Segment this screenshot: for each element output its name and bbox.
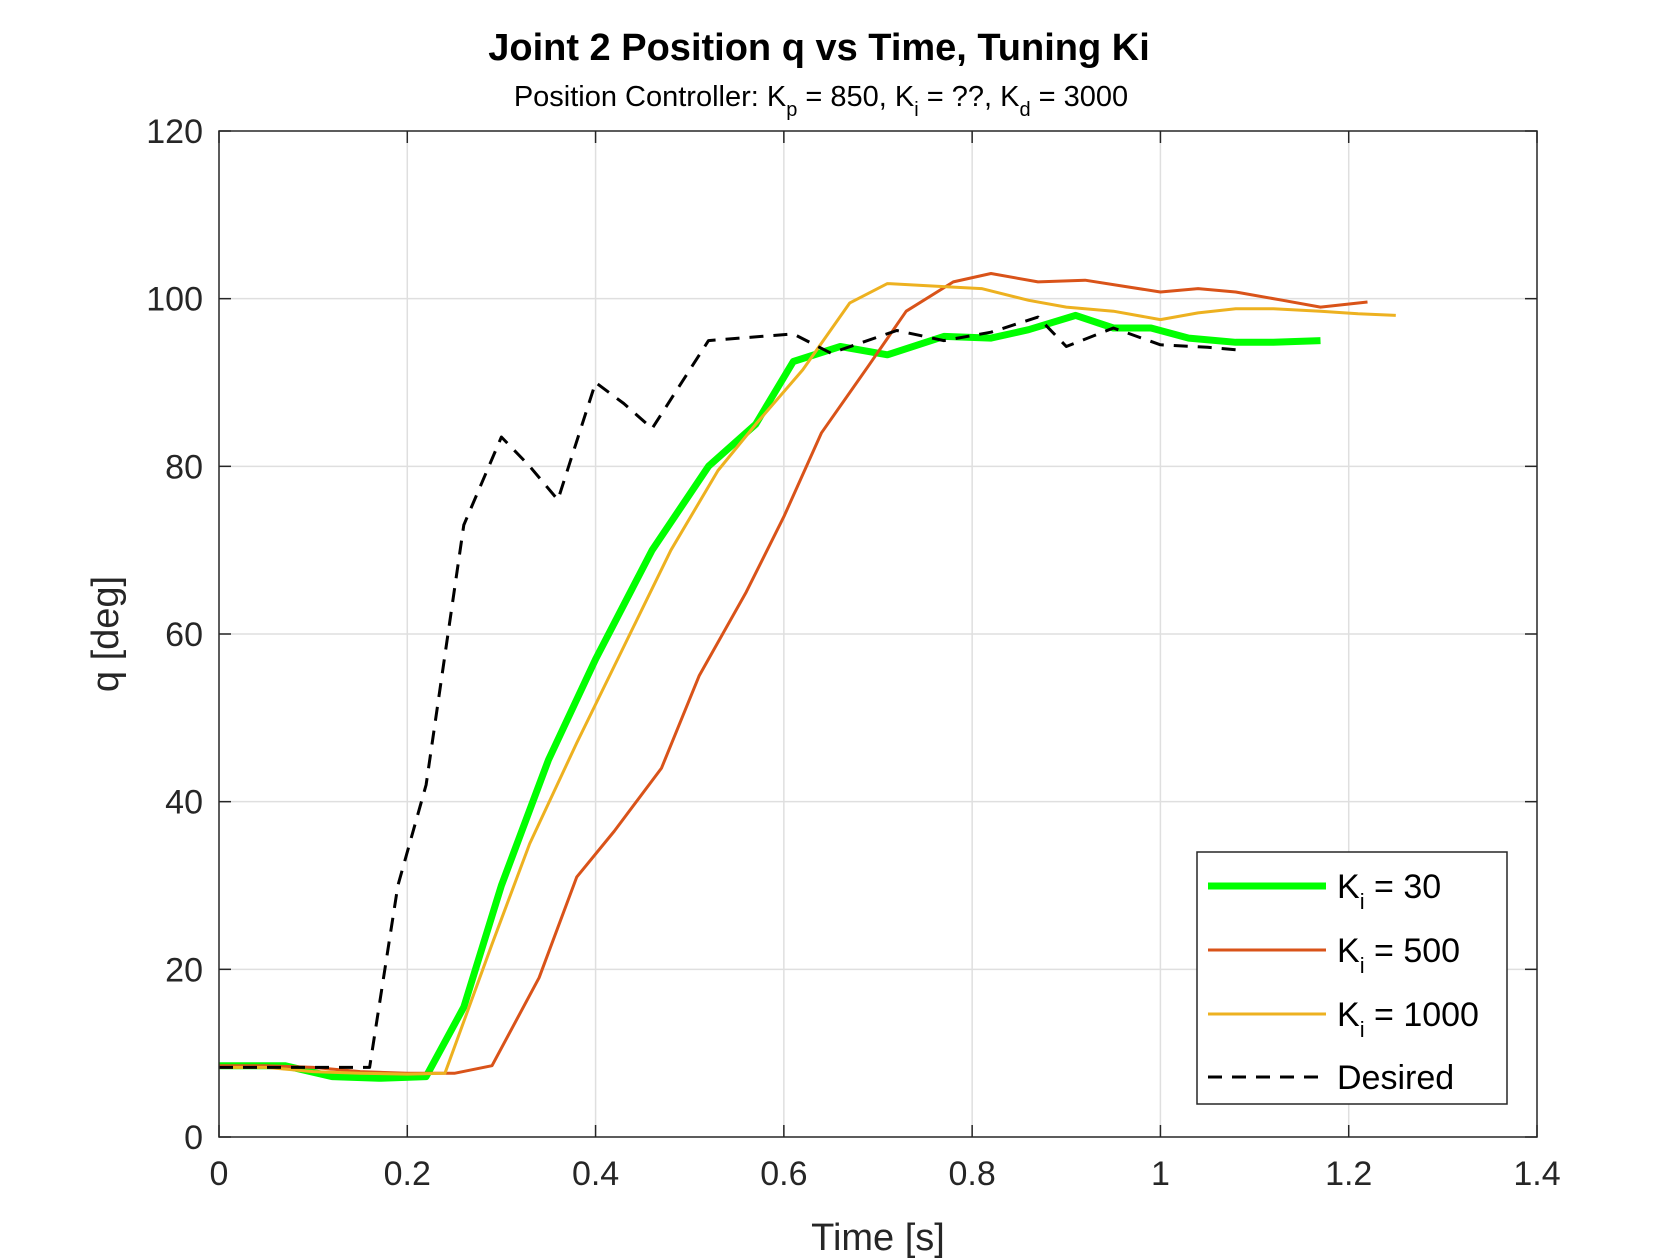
chart-title-group: Joint 2 Position q vs Time, Tuning Ki Po… [488,27,1150,121]
subtitle-ki-sub: i [914,99,918,121]
x-tick-label: 1.4 [1513,1155,1560,1193]
chart-title: Joint 2 Position q vs Time, Tuning Ki [488,27,1150,69]
y-tick-label: 100 [146,281,203,319]
x-tick-label: 0.4 [572,1155,619,1193]
y-axis-label: q [deg] [85,576,127,692]
subtitle-kp-rest: = 850, K [797,81,915,113]
legend-items: Ki = 30 Ki = 500 Ki = 1000 Desired [1208,868,1479,1097]
series-line-4 [219,315,1246,1069]
subtitle-ki-rest: = ??, K [919,81,1020,113]
legend-label-1: Ki = 30 [1337,868,1441,914]
x-tick-label: 0.8 [949,1155,996,1193]
y-tick-label: 40 [165,784,203,822]
series-line-3 [219,282,1396,1076]
subtitle-kp-sub: p [786,99,797,121]
subtitle-prefix: Position Controller: K [514,81,787,113]
chart-subtitle: Position Controller: Kp = 850, Ki = ??, … [514,81,1128,121]
y-tick-label: 60 [165,616,203,654]
legend: Ki = 30 Ki = 500 Ki = 1000 Desired [1196,851,1508,1105]
subtitle-kd-rest: = 3000 [1031,81,1129,113]
legend-box [1196,851,1508,1105]
y-tick-label: 80 [165,448,203,486]
legend-label-3: Ki = 1000 [1337,996,1479,1042]
legend-label-4: Desired [1337,1059,1454,1097]
x-tick-label: 1 [1151,1155,1170,1193]
grid-lines [219,131,1537,1137]
x-axis-label: Time [s] [811,1217,945,1259]
y-tick-label: 20 [165,951,203,989]
x-tick-label: 0.6 [760,1155,807,1193]
y-tick-label: 120 [146,113,203,151]
x-tick-label: 1.2 [1325,1155,1372,1193]
series-line-1 [219,311,1321,1082]
legend-label-2: Ki = 500 [1337,932,1460,978]
axis-ticks: 0 0.2 0.4 0.6 0.8 1 1.2 1.4 0 20 40 60 80 100 120 [146,113,1560,1193]
x-tick-label: 0 [210,1155,229,1193]
plot-series [219,272,1396,1082]
subtitle-kd-sub: d [1019,99,1030,121]
x-tick-label: 0.2 [384,1155,431,1193]
y-tick-label: 0 [184,1119,203,1157]
